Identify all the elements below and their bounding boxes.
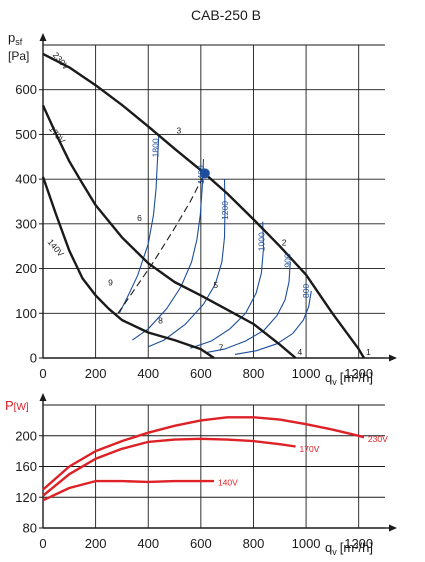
power-curve-label: 230V bbox=[368, 434, 388, 444]
x-tick-label: 600 bbox=[190, 366, 212, 381]
system-line-dashed bbox=[117, 173, 206, 314]
system-point-label: 6 bbox=[137, 213, 142, 223]
power-flow-chart: 0 200 400 600 800 1000 1200 80 120 160 200 qv [m³/h]… bbox=[5, 393, 397, 557]
pressure-flow-chart: 0 200 400 600 800 1000 1200 0 100 200 300 400 500 600… bbox=[8, 30, 397, 387]
iso-speed-line-800 bbox=[234, 290, 312, 355]
power-curve-label: 170V bbox=[300, 444, 320, 454]
y-tick-label: 200 bbox=[15, 261, 37, 276]
x-axis-label: qv [m³/h] bbox=[325, 540, 373, 557]
y-axis-arrow bbox=[39, 33, 47, 41]
iso-speed-line-1800 bbox=[118, 134, 160, 314]
x-tick-label: 0 bbox=[39, 536, 46, 551]
x-tick-label: 200 bbox=[85, 366, 107, 381]
y-tick-label: 300 bbox=[15, 216, 37, 231]
y-tick-label: 600 bbox=[15, 82, 37, 97]
system-point-label: 2 bbox=[282, 237, 287, 247]
curve-label: 1800 bbox=[151, 138, 161, 157]
power-curve-230V bbox=[42, 416, 365, 491]
y-tick-label: 0 bbox=[30, 351, 37, 366]
fan-curve-170V bbox=[41, 104, 297, 359]
y-tick-label: 80 bbox=[23, 521, 37, 536]
operating-point bbox=[199, 168, 210, 179]
curve-label: 800 bbox=[301, 284, 311, 298]
fan-curve-230V bbox=[42, 52, 366, 359]
x-axis-arrow bbox=[389, 524, 397, 532]
power-curve-170V bbox=[42, 437, 296, 497]
system-point-label: 3 bbox=[177, 126, 182, 136]
x-tick-label: 400 bbox=[137, 536, 159, 551]
y-tick-label: 500 bbox=[15, 127, 37, 142]
y-tick-label: 200 bbox=[15, 428, 37, 443]
system-point-label: 4 bbox=[298, 347, 303, 357]
x-tick-label: 0 bbox=[39, 366, 46, 381]
x-tick-label: 800 bbox=[243, 366, 265, 381]
system-point-label: 8 bbox=[158, 316, 163, 326]
system-point-label: 5 bbox=[213, 280, 218, 290]
x-tick-label: 200 bbox=[85, 536, 107, 551]
iso-speed-line-900 bbox=[205, 261, 291, 354]
x-axis-arrow bbox=[389, 354, 397, 362]
y-tick-label: 120 bbox=[15, 490, 37, 505]
fan-curve-140V bbox=[41, 176, 215, 359]
x-tick-label: 600 bbox=[190, 536, 212, 551]
power-curve-label: 140V bbox=[218, 478, 238, 488]
x-tick-label: 1000 bbox=[292, 366, 321, 381]
curve-label: 900 bbox=[282, 253, 292, 267]
x-tick-label: 1200 bbox=[344, 366, 373, 381]
y-axis-arrow bbox=[39, 393, 47, 401]
x-tick-label: 1000 bbox=[292, 536, 321, 551]
curve-label: 230V bbox=[51, 50, 72, 72]
y-axis-label: psf bbox=[8, 30, 23, 47]
y-tick-label: 160 bbox=[15, 459, 37, 474]
iso-speed-line-1000 bbox=[190, 221, 265, 349]
iso-speed-line-1200 bbox=[147, 179, 226, 348]
iso-speed-line-1400 bbox=[132, 158, 205, 341]
system-point-label: 7 bbox=[219, 343, 224, 353]
x-axis-label: qv [m³/h] bbox=[325, 370, 373, 387]
power-curve-140V bbox=[42, 479, 214, 502]
curve-label: 1200 bbox=[220, 201, 230, 220]
chart-title: CAB-250 B bbox=[191, 7, 261, 23]
y-tick-label: 100 bbox=[15, 306, 37, 321]
y-tick-label: 400 bbox=[15, 172, 37, 187]
x-tick-label: 400 bbox=[137, 366, 159, 381]
curve-label: 1400 bbox=[196, 165, 206, 184]
y-axis-label: P[W] bbox=[5, 398, 29, 413]
x-tick-label: 1200 bbox=[344, 536, 373, 551]
system-point-label: 9 bbox=[108, 278, 113, 288]
y-axis-unit: [Pa] bbox=[8, 49, 29, 63]
curve-label: 140V bbox=[46, 237, 67, 259]
x-tick-label: 800 bbox=[243, 536, 265, 551]
curve-label: 1000 bbox=[257, 232, 267, 251]
system-point-label: 1 bbox=[366, 347, 371, 357]
